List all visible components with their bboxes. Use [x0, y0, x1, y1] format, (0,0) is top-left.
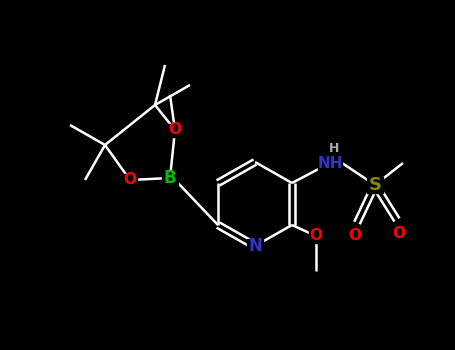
- Text: B: B: [164, 169, 177, 187]
- Text: H: H: [329, 142, 339, 155]
- Text: O: O: [349, 228, 362, 243]
- Bar: [318, 155, 342, 171]
- Text: O: O: [393, 225, 405, 240]
- Bar: [168, 124, 182, 136]
- Text: O: O: [309, 229, 323, 244]
- Bar: [162, 171, 178, 185]
- Text: NH: NH: [317, 155, 343, 170]
- Bar: [328, 143, 340, 155]
- Bar: [309, 230, 323, 243]
- Bar: [392, 226, 406, 239]
- Bar: [247, 239, 263, 253]
- Text: N: N: [248, 237, 262, 255]
- Text: O: O: [168, 122, 182, 138]
- Text: O: O: [123, 173, 136, 188]
- Bar: [123, 174, 137, 187]
- Text: S: S: [369, 176, 381, 194]
- Bar: [348, 229, 362, 241]
- Bar: [367, 177, 383, 193]
